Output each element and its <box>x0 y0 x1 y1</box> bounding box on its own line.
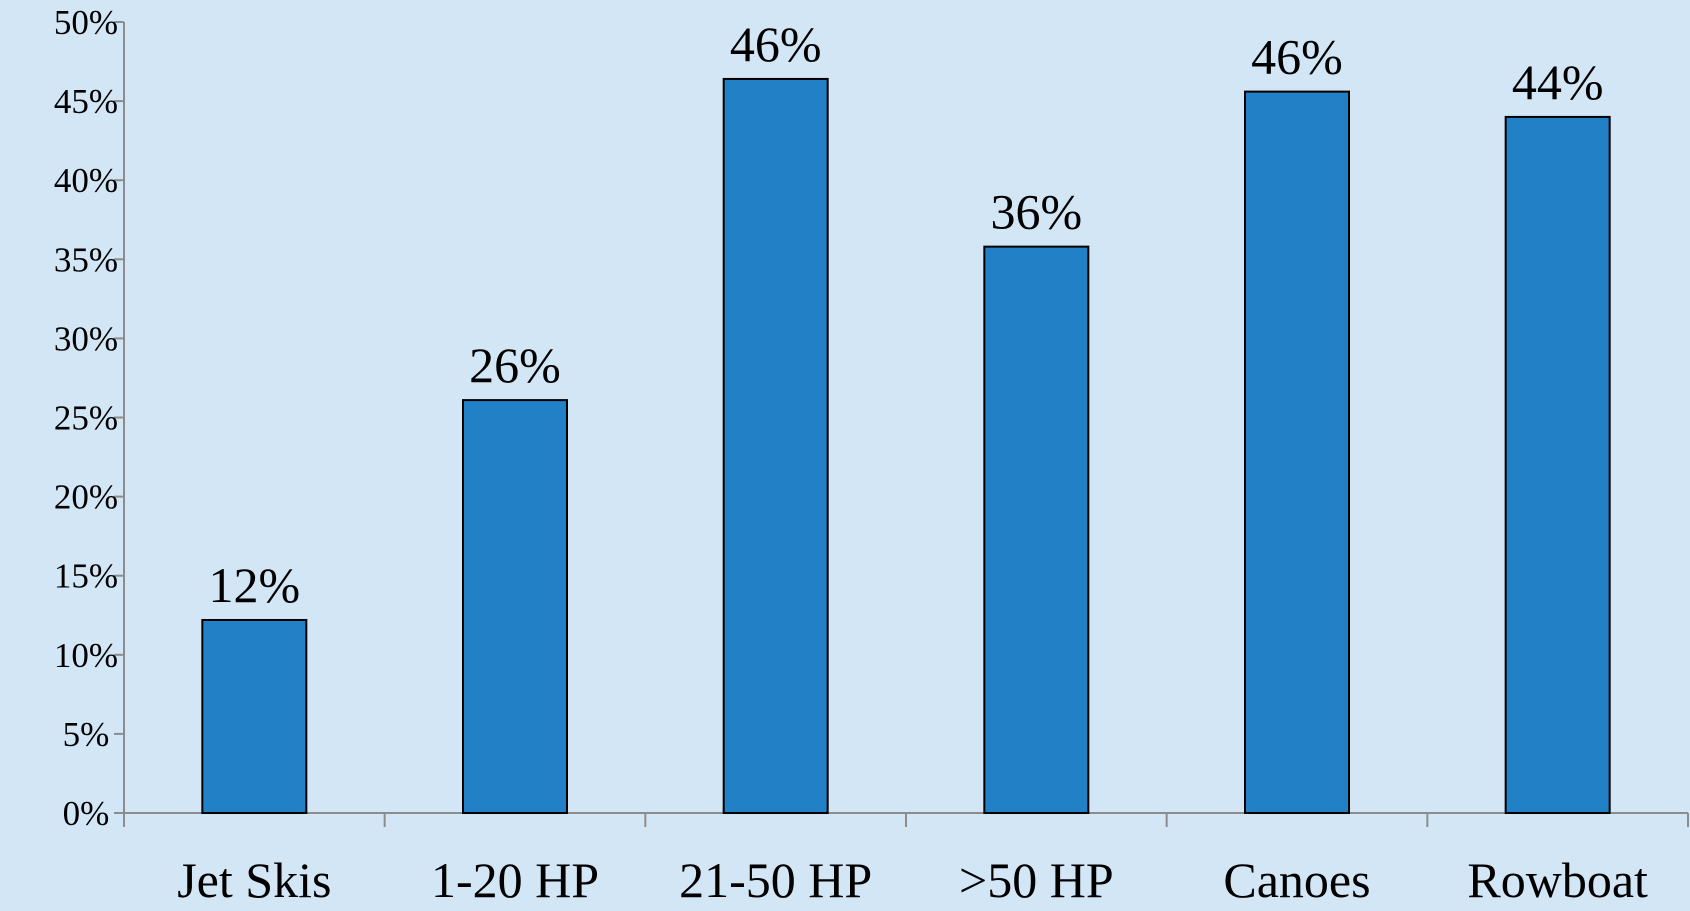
x-tick-label: Canoes <box>1223 852 1370 906</box>
data-label: 44% <box>1512 54 1604 110</box>
data-label: 36% <box>991 184 1083 240</box>
x-tick-label: 21-50 HP <box>679 852 872 906</box>
y-tick-label: 45% <box>54 82 118 121</box>
bar <box>722 77 829 814</box>
data-labels: 12% 26% 46% 36% 46% 44% <box>209 16 1604 613</box>
x-tick-label: Rowboat <box>1467 852 1648 906</box>
bars <box>201 77 1611 815</box>
y-axis: 0% 5% 10% 15% 20% 25% 30% 35% 40% 45% 50% <box>54 3 125 833</box>
y-tick-label: 10% <box>54 636 118 675</box>
data-label: 26% <box>469 337 561 393</box>
data-label: 46% <box>730 16 822 72</box>
bar <box>462 399 568 814</box>
x-axis: Jet Skis 1-20 HP 21-50 HP >50 HP Canoes Rowbo… <box>123 812 1689 908</box>
bar <box>1504 115 1611 815</box>
y-tick-label: 25% <box>54 399 118 438</box>
y-tick-label: 35% <box>54 240 118 279</box>
y-tick-label: 20% <box>54 478 118 517</box>
y-tick-label: 15% <box>54 557 118 596</box>
x-tick-label: 1-20 HP <box>431 852 599 906</box>
data-label: 12% <box>209 557 301 613</box>
y-tick-label: 40% <box>54 161 118 200</box>
y-tick-label: 50% <box>54 3 118 42</box>
bar <box>983 245 1090 815</box>
y-tick-label: 0% <box>63 794 110 833</box>
x-tick-label: >50 HP <box>959 852 1114 906</box>
data-label: 46% <box>1251 29 1343 85</box>
y-tick-label: 30% <box>54 319 118 358</box>
bar <box>1244 90 1350 815</box>
y-tick-label: 5% <box>63 715 110 754</box>
x-tick-label: Jet Skis <box>177 852 331 906</box>
bar <box>201 618 308 814</box>
